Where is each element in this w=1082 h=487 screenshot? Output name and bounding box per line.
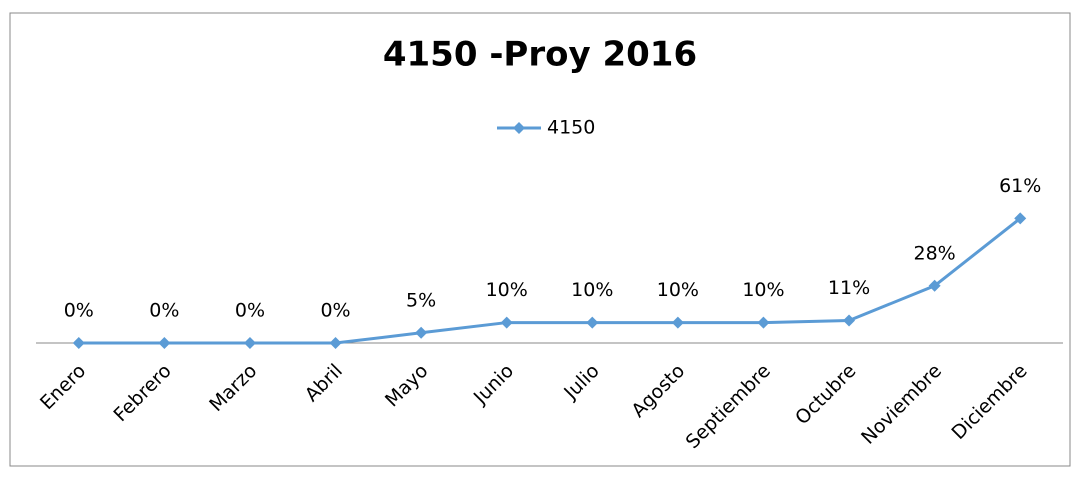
data-label: 0% bbox=[64, 300, 94, 322]
series-line bbox=[78, 217, 1022, 345]
data-label: 11% bbox=[828, 277, 870, 299]
data-label: 28% bbox=[914, 242, 956, 264]
marker bbox=[500, 316, 513, 329]
marker bbox=[243, 337, 256, 349]
marker bbox=[415, 326, 428, 339]
marker bbox=[329, 337, 342, 349]
chart-frame bbox=[9, 12, 1071, 467]
data-label: 0% bbox=[149, 300, 179, 322]
marker bbox=[158, 337, 171, 349]
chart-title: 4150 -Proy 2016 bbox=[383, 35, 697, 75]
marker bbox=[671, 316, 684, 329]
marker bbox=[928, 279, 941, 292]
marker bbox=[757, 316, 770, 329]
marker bbox=[1014, 212, 1027, 225]
data-label: 10% bbox=[571, 279, 613, 301]
data-label: 0% bbox=[235, 300, 265, 322]
marker bbox=[843, 314, 856, 327]
data-label: 10% bbox=[742, 279, 784, 301]
data-label: 61% bbox=[999, 175, 1041, 197]
data-label: 10% bbox=[486, 279, 528, 301]
data-label: 5% bbox=[406, 289, 436, 311]
legend-label: 4150 bbox=[547, 117, 595, 139]
marker bbox=[72, 337, 85, 349]
legend-marker bbox=[513, 122, 525, 134]
marker bbox=[586, 316, 599, 329]
data-label: 10% bbox=[657, 279, 699, 301]
data-label: 0% bbox=[320, 300, 350, 322]
